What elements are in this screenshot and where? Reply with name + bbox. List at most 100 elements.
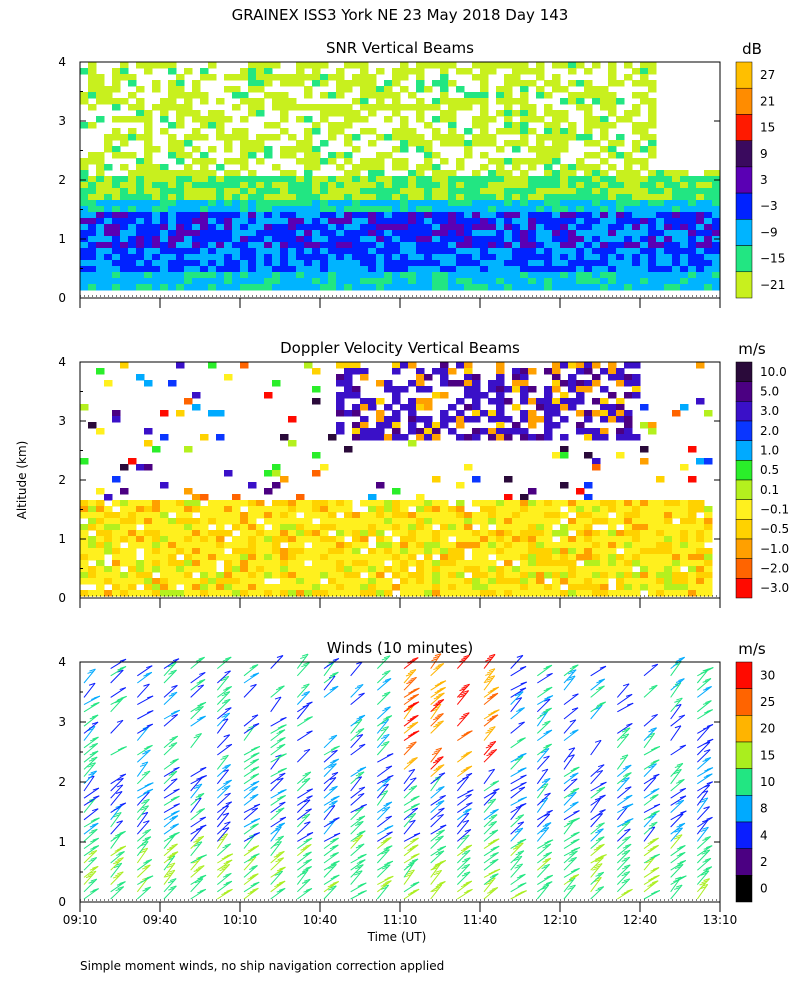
velocity-cell — [472, 560, 481, 567]
snr-cell — [472, 98, 481, 105]
snr-cell — [680, 224, 689, 231]
snr-cell — [456, 158, 465, 165]
wind-barb — [617, 803, 634, 814]
velocity-cell — [376, 548, 385, 555]
colorbar-label: 0.5 — [760, 463, 779, 477]
snr-cell — [112, 272, 121, 279]
velocity-cell — [408, 590, 417, 597]
velocity-cell — [560, 548, 569, 555]
velocity-cell — [576, 590, 585, 597]
velocity-cell — [608, 536, 617, 543]
snr-cell — [280, 92, 289, 99]
snr-cell — [576, 92, 585, 99]
velocity-cell — [400, 506, 409, 513]
snr-cell — [344, 140, 353, 147]
velocity-cell — [472, 386, 481, 393]
wind-barb — [350, 890, 367, 900]
snr-cell — [592, 254, 601, 261]
velocity-cell — [328, 566, 337, 573]
snr-cell — [688, 182, 697, 189]
velocity-cell — [584, 530, 593, 537]
velocity-cell — [656, 542, 665, 549]
velocity-cell — [592, 572, 601, 579]
snr-cell — [640, 266, 649, 273]
velocity-cell — [496, 506, 505, 513]
wind-barb — [536, 768, 549, 785]
snr-cell — [544, 284, 553, 291]
snr-cell — [400, 206, 409, 213]
velocity-cell — [512, 542, 521, 549]
velocity-cell — [640, 530, 649, 537]
snr-cell — [568, 212, 577, 219]
wind-barb — [216, 734, 231, 749]
velocity-cell — [536, 506, 545, 513]
velocity-cell — [608, 542, 617, 549]
velocity-cell — [632, 536, 641, 543]
snr-cell — [616, 266, 625, 273]
snr-cell — [488, 278, 497, 285]
wind-barb — [110, 845, 127, 857]
velocity-cell — [688, 500, 697, 507]
snr-cell — [112, 266, 121, 273]
velocity-cell — [536, 590, 545, 597]
snr-cell — [480, 80, 489, 87]
velocity-cell — [144, 500, 153, 507]
velocity-cell — [560, 416, 569, 423]
snr-cell — [352, 80, 361, 87]
snr-cell — [176, 182, 185, 189]
snr-cell — [152, 236, 161, 243]
velocity-cell — [576, 386, 585, 393]
wind-barb — [216, 712, 231, 727]
snr-cell — [256, 176, 265, 183]
wind-barb — [563, 675, 576, 691]
snr-cell — [712, 212, 721, 219]
snr-cell — [552, 116, 561, 123]
velocity-cell — [168, 518, 177, 525]
velocity-cell — [256, 584, 265, 591]
velocity-cell — [96, 512, 105, 519]
wind-barb — [243, 714, 259, 727]
snr-cell — [168, 176, 177, 183]
velocity-cell — [120, 584, 129, 591]
velocity-cell — [112, 554, 121, 561]
snr-cell — [440, 260, 449, 267]
velocity-cell — [432, 518, 441, 525]
velocity-cell — [672, 560, 681, 567]
velocity-cell — [496, 368, 505, 375]
velocity-cell — [448, 428, 457, 435]
wind-barb — [456, 834, 470, 849]
snr-cell — [112, 224, 121, 231]
snr-cell — [152, 242, 161, 249]
snr-cell — [552, 158, 561, 165]
snr-cell — [136, 182, 145, 189]
velocity-cell — [184, 572, 193, 579]
snr-cell — [112, 200, 121, 207]
snr-cell — [688, 224, 697, 231]
snr-cell — [704, 284, 713, 291]
velocity-cell — [248, 578, 257, 585]
wind-barb — [643, 874, 660, 886]
wind-barb — [670, 834, 683, 849]
snr-cell — [168, 248, 177, 255]
snr-cell — [80, 182, 89, 189]
snr-cell — [632, 230, 641, 237]
snr-cell — [416, 194, 425, 201]
velocity-cell — [696, 590, 705, 597]
snr-cell — [280, 170, 289, 177]
velocity-cell — [400, 434, 409, 441]
snr-cell — [552, 128, 561, 135]
velocity-cell — [120, 524, 129, 531]
velocity-cell — [464, 524, 473, 531]
velocity-cell — [424, 500, 433, 507]
snr-cell — [552, 206, 561, 213]
snr-cell — [104, 242, 113, 249]
velocity-cell — [584, 554, 593, 561]
velocity-cell — [344, 386, 353, 393]
velocity-cell — [392, 524, 401, 531]
snr-cell — [360, 194, 369, 201]
wind-barb — [430, 663, 445, 677]
snr-cell — [520, 98, 529, 105]
snr-cell — [464, 104, 473, 111]
velocity-cell — [448, 506, 457, 513]
velocity-cell — [296, 506, 305, 513]
